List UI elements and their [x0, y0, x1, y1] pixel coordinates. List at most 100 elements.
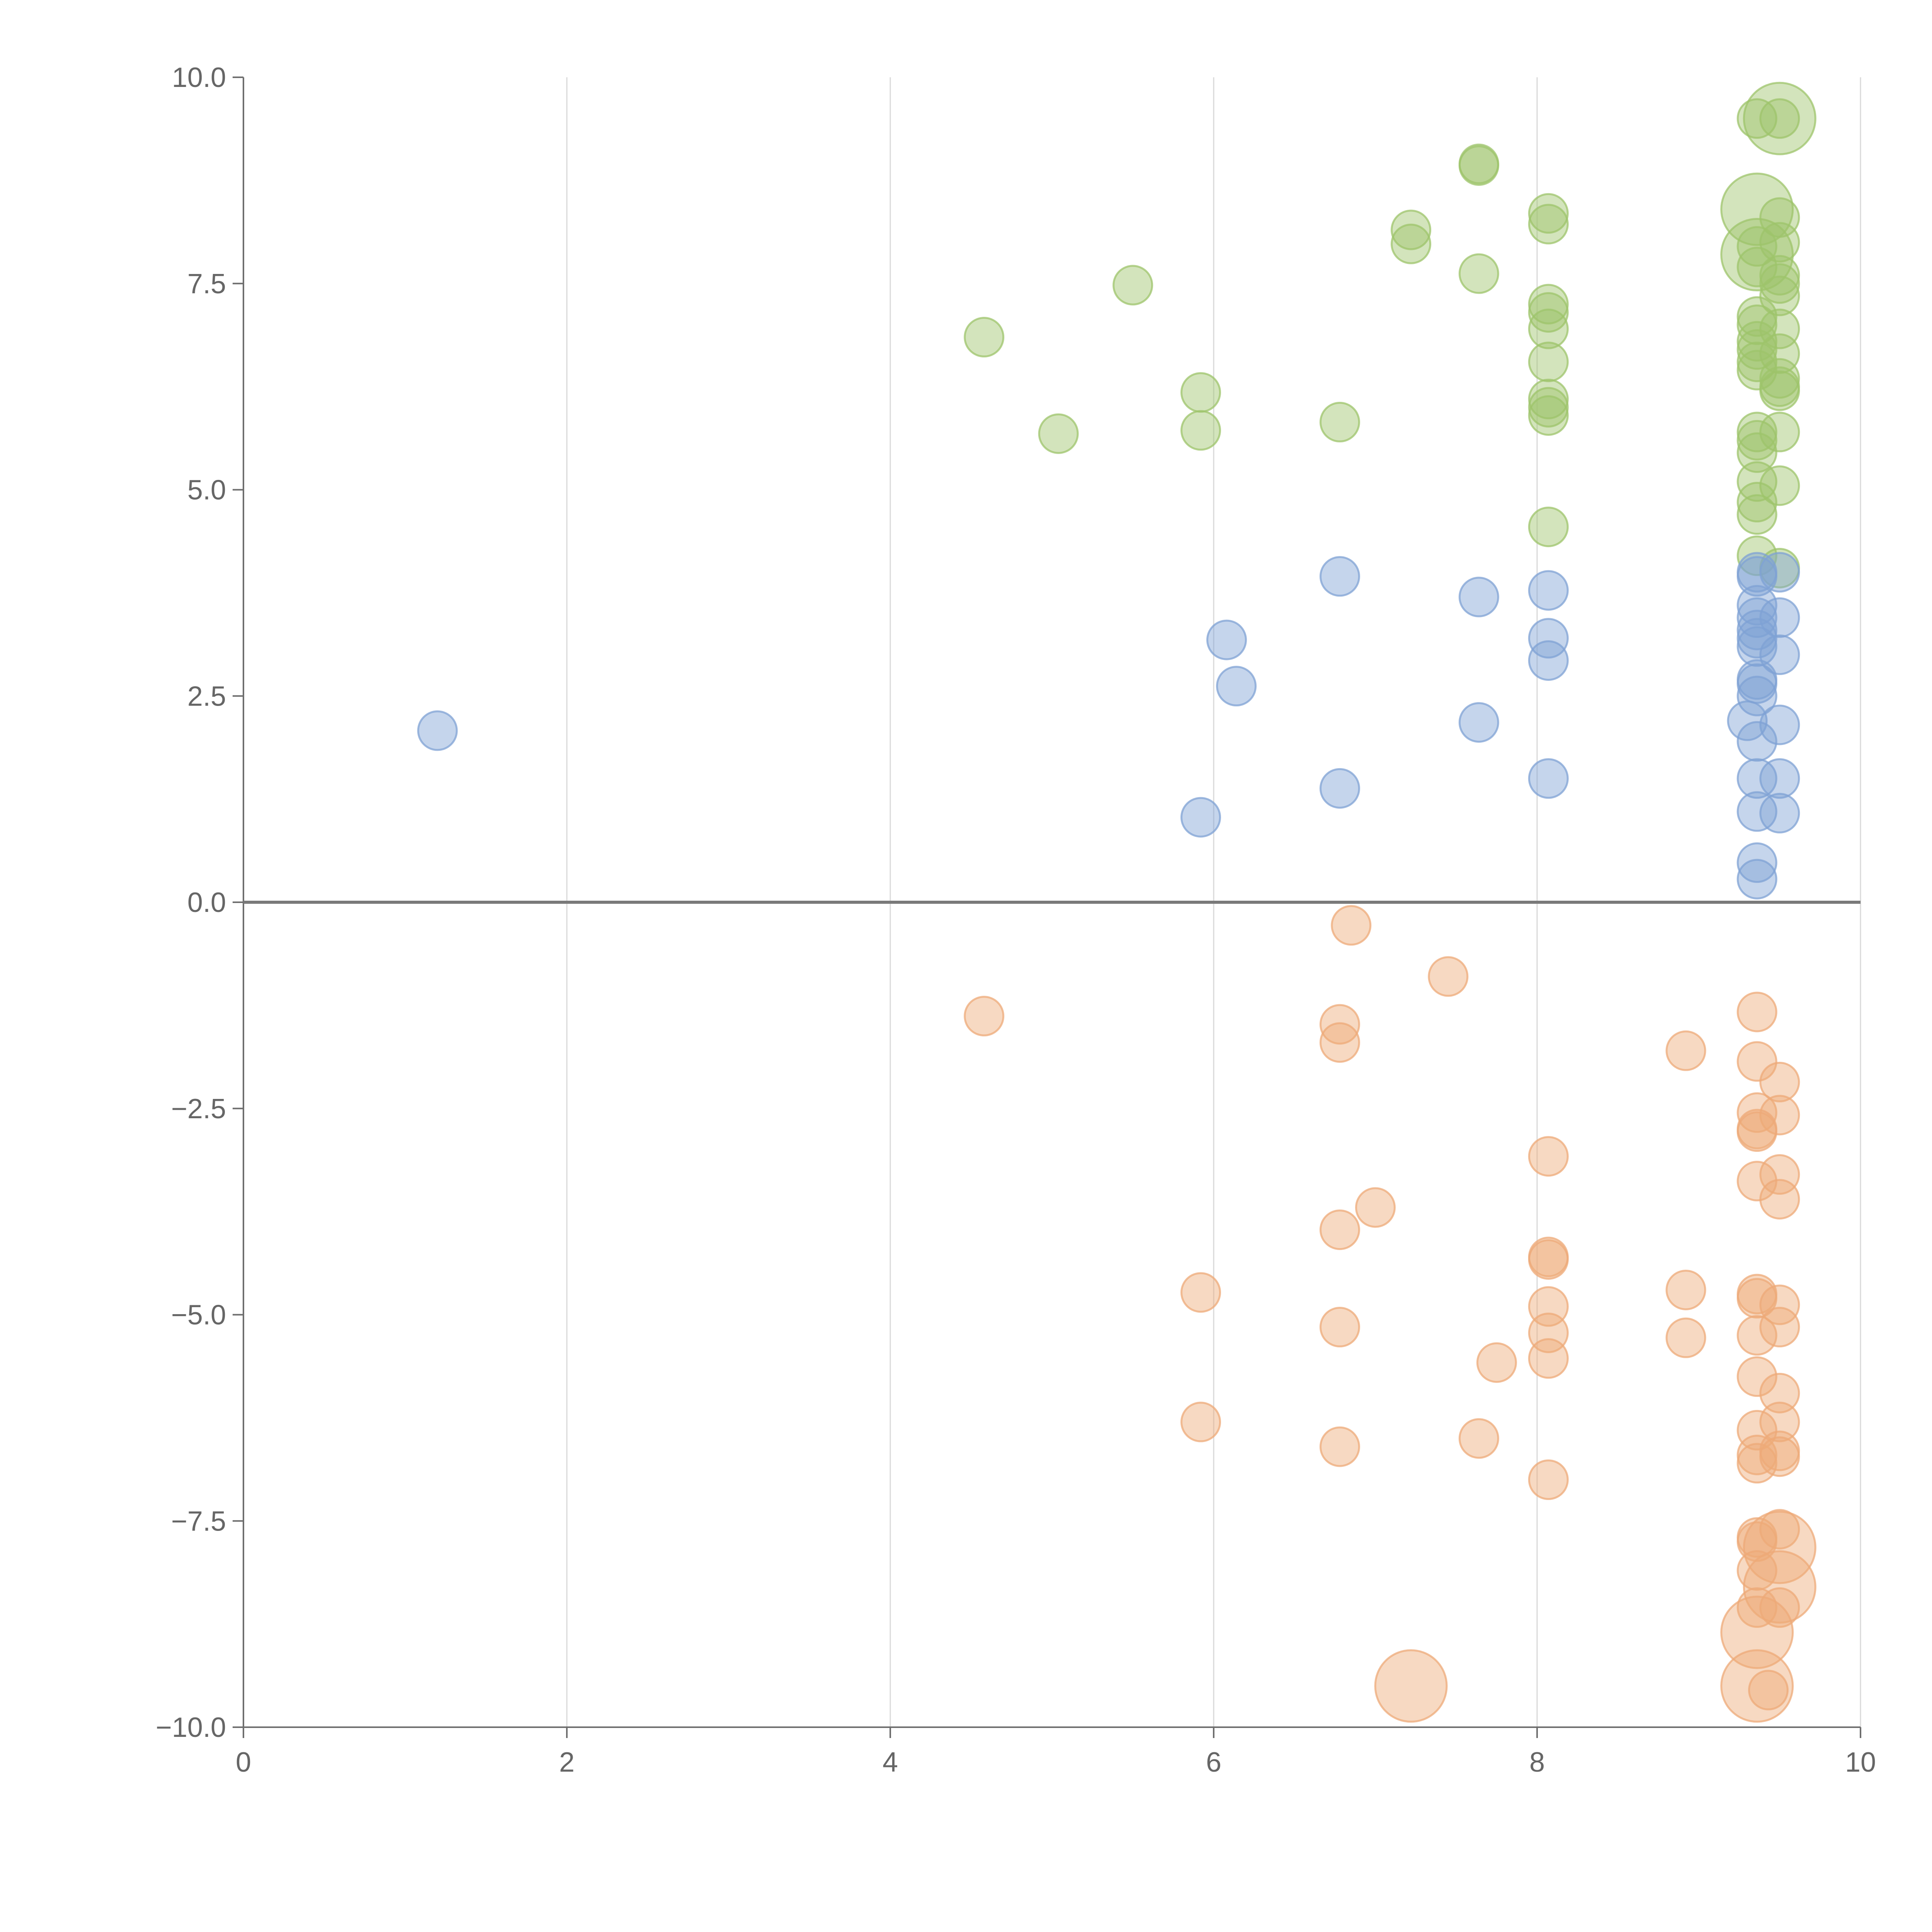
data-point — [1528, 387, 1569, 428]
data-point — [1759, 1095, 1800, 1136]
data-point — [1528, 204, 1569, 245]
data-point — [1458, 145, 1499, 186]
data-point — [1759, 1179, 1800, 1220]
y-tick-label: 2.5 — [187, 681, 226, 712]
data-point — [1528, 570, 1569, 611]
data-point — [1759, 793, 1800, 833]
data-point — [1736, 226, 1777, 267]
data-point — [1759, 333, 1800, 374]
data-point — [1759, 1372, 1800, 1413]
data-point — [1759, 1061, 1800, 1102]
data-point — [1180, 1401, 1221, 1442]
y-tick-label: 7.5 — [187, 269, 226, 299]
data-point — [1216, 666, 1257, 707]
data-point — [1736, 791, 1777, 832]
data-point — [1736, 1410, 1777, 1451]
data-point — [1736, 992, 1777, 1032]
data-point — [1759, 366, 1800, 407]
data-point — [1743, 82, 1816, 155]
data-point — [1206, 619, 1247, 660]
data-point — [1528, 395, 1569, 436]
data-point — [1112, 265, 1153, 306]
data-point — [1736, 597, 1777, 638]
data-point — [1736, 535, 1777, 576]
data-point — [1759, 704, 1800, 745]
data-point — [1391, 223, 1432, 264]
y-tick-label: −10.0 — [156, 1712, 226, 1743]
data-point — [1759, 1509, 1800, 1550]
data-point — [1759, 552, 1800, 593]
axis-layer — [233, 77, 1861, 1738]
data-point — [1759, 197, 1800, 238]
data-point — [1736, 432, 1777, 473]
data-point — [1743, 1550, 1816, 1624]
data-point — [1759, 276, 1800, 316]
data-point — [1665, 1030, 1706, 1071]
tick-label-layer: 0 2 4 6 8 10 10.0 7.5 5.0 2.5 0.0 −2.5 −5.0 −7.5 −10.0 — [156, 62, 1876, 1778]
data-point — [1759, 358, 1800, 399]
data-point — [1759, 308, 1800, 349]
data-point — [1759, 1401, 1800, 1442]
data-point — [1736, 1278, 1777, 1319]
y-tick-label: 5.0 — [187, 475, 226, 506]
data-point — [1736, 494, 1777, 535]
data-point — [1736, 412, 1777, 452]
data-point — [1665, 1269, 1706, 1310]
data-point — [1355, 1187, 1396, 1228]
data-point — [1736, 585, 1777, 626]
data-point — [1528, 193, 1569, 234]
data-point — [1391, 209, 1432, 250]
data-point — [1374, 1649, 1448, 1723]
data-point — [1331, 905, 1372, 946]
data-point — [1528, 308, 1569, 349]
data-point — [1528, 507, 1569, 548]
x-tick-label: 10 — [1845, 1747, 1876, 1778]
data-point — [1319, 556, 1360, 597]
data-point — [1736, 482, 1777, 523]
x-tick-label: 0 — [236, 1747, 251, 1778]
data-point — [1736, 98, 1777, 139]
data-point — [1759, 98, 1800, 139]
data-point — [1736, 842, 1777, 883]
data-point — [1759, 1307, 1800, 1348]
data-point — [964, 317, 1005, 358]
data-point — [417, 710, 458, 751]
data-point — [1727, 700, 1768, 741]
data-point — [1759, 1284, 1800, 1325]
data-point — [1759, 597, 1800, 638]
data-point — [1528, 284, 1569, 325]
data-point — [1759, 255, 1800, 296]
data-point — [1736, 859, 1777, 900]
data-point — [1736, 1315, 1777, 1356]
data-point — [1528, 1338, 1569, 1379]
data-point — [1736, 350, 1777, 391]
data-point — [1528, 342, 1569, 383]
data-point — [1038, 413, 1079, 454]
data-point — [1736, 618, 1777, 659]
data-point — [1759, 465, 1800, 506]
data-point — [1458, 702, 1499, 743]
data-point — [1528, 379, 1569, 420]
data-point — [1428, 956, 1469, 997]
data-point — [1476, 1342, 1517, 1383]
data-point — [1319, 768, 1360, 809]
data-point — [1528, 1136, 1569, 1177]
data-point — [1665, 1317, 1706, 1358]
data-point — [1748, 1670, 1789, 1711]
data-point — [1528, 640, 1569, 681]
x-tick-label: 2 — [559, 1747, 575, 1778]
y-tick-label: −5.0 — [171, 1300, 226, 1331]
data-point — [1736, 420, 1777, 461]
y-tick-label: 0.0 — [187, 887, 226, 918]
data-point — [1736, 247, 1777, 287]
data-point — [1759, 1436, 1800, 1477]
data-point — [1180, 410, 1221, 451]
data-point — [1180, 797, 1221, 838]
data-point — [1528, 758, 1569, 799]
y-tick-label: −2.5 — [171, 1094, 226, 1124]
data-point — [1180, 1272, 1221, 1313]
data-point — [1759, 1154, 1800, 1195]
data-point — [1319, 1426, 1360, 1467]
